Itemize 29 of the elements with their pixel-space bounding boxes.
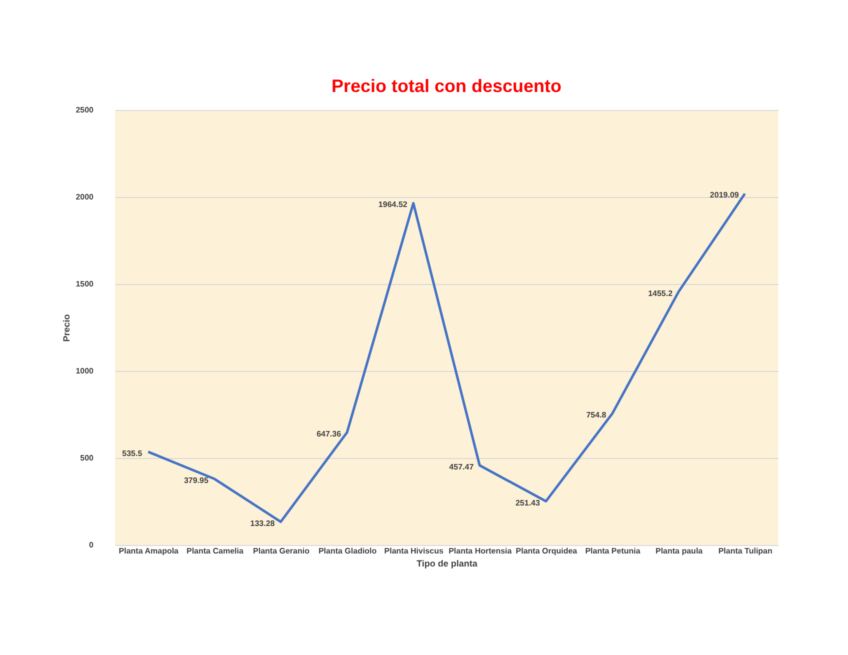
x-tick-label: Planta paula [655, 546, 704, 556]
y-tick-label: 2500 [76, 106, 94, 114]
x-tick-label: Planta Tulipan [718, 546, 772, 556]
data-label: 535.5 [122, 448, 143, 458]
x-tick-label: Planta Geranio [253, 546, 310, 556]
y-tick-label: 500 [80, 454, 94, 462]
data-label: 379.95 [184, 476, 209, 485]
x-tick-label: Planta Orquidea [516, 546, 578, 556]
data-label: 1455.2 [648, 288, 674, 298]
x-tick-label: Planta Camelia [186, 546, 244, 556]
data-label: 1964.52 [378, 200, 408, 210]
x-tick-label: Planta Petunia [585, 546, 641, 556]
y-axis-title: Precio [62, 314, 72, 342]
data-label: 647.36 [316, 429, 342, 438]
data-label: 457.47 [449, 462, 474, 472]
y-tick-label: 1000 [76, 366, 94, 376]
x-tick-label: Planta Hortensia [448, 546, 512, 556]
x-tick-label: Planta Amapola [118, 546, 180, 556]
y-tick-label: 1500 [76, 280, 94, 288]
data-label: 754.8 [586, 410, 607, 420]
x-axis-title: Tipo de planta [416, 558, 478, 568]
x-tick-label: Planta Hiviscus [384, 546, 444, 556]
chart-title: Precio total con descuento [331, 76, 562, 96]
data-label: 2019.09 [710, 190, 740, 200]
y-tick-label: 2000 [76, 192, 94, 202]
x-tick-label: Planta Gladiolo [318, 546, 377, 556]
y-tick-label: 0 [89, 540, 94, 550]
data-label: 133.28 [250, 518, 276, 528]
data-label: 251.43 [515, 498, 540, 508]
